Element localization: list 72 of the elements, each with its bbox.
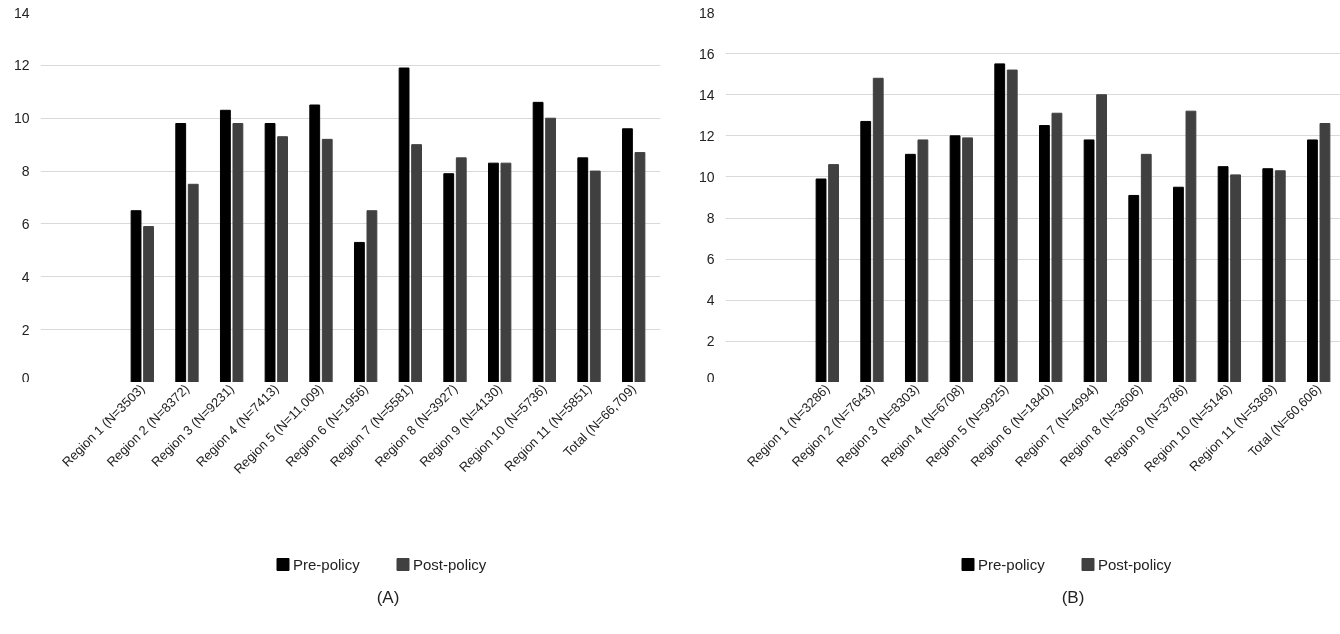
bar [443,173,455,382]
legend-label: Pre-policy [978,556,1046,573]
y-tick-label: 12 [698,127,715,144]
bar [1140,153,1152,382]
y-tick-label: 0 [706,369,715,386]
y-tick-label: 8 [706,210,715,227]
bar [1319,123,1331,382]
y-tick-label: 2 [21,321,30,338]
bar [321,138,333,382]
bar [455,157,467,382]
bar [411,144,422,382]
y-tick-label: 0 [21,369,30,386]
bar [232,123,244,382]
text: (B) [1061,587,1085,607]
bar [589,170,601,382]
y-tick-label: 10 [13,110,30,127]
bar [622,128,633,382]
y-tick-label: 6 [21,215,30,232]
bar [264,123,276,382]
y-tick-label: 16 [698,45,715,62]
y-tick-label: 2 [706,333,715,350]
bar [828,164,839,382]
y-tick-label: 4 [706,292,715,309]
bar [949,135,961,382]
bar [1307,139,1318,382]
legend-label: Post-policy [1098,556,1172,573]
bar [860,120,872,382]
bar [532,101,544,382]
bar [962,137,973,382]
bar [1006,69,1018,382]
text: (A) [376,587,400,607]
bar [815,178,827,382]
bar [1096,94,1107,382]
bar [175,123,187,382]
bar [1217,166,1229,382]
y-tick-label: 4 [21,268,30,285]
bar [634,152,646,382]
bar [354,241,365,382]
bar [1083,139,1095,382]
legend-label: Post-policy [413,556,487,573]
bar [1262,168,1274,382]
bar [219,109,231,382]
bar [398,67,410,382]
y-tick-label: 14 [698,86,715,103]
bar [130,210,142,382]
y-tick-label: 10 [698,168,715,185]
bar [1230,174,1242,382]
bar [1128,194,1140,382]
bar [577,157,589,382]
y-tick-label: 14 [13,4,30,21]
bar [277,136,288,382]
bar [488,162,499,382]
bar [545,117,557,382]
bar [994,63,1006,382]
bar [1185,110,1197,382]
bar [187,183,199,382]
bar [872,77,884,382]
bar [366,210,378,382]
bar [1274,170,1286,382]
bar [143,226,154,382]
legend-label: Pre-policy [293,556,361,573]
y-tick-label: 8 [21,163,30,180]
bar [309,104,321,382]
y-tick-label: 18 [698,4,715,21]
bar [904,153,916,382]
bar [917,139,929,382]
bar [1173,186,1184,382]
bar [1051,112,1063,382]
y-tick-label: 12 [13,57,30,74]
bar [500,162,512,382]
y-tick-label: 6 [706,251,715,268]
bar [1039,125,1050,382]
